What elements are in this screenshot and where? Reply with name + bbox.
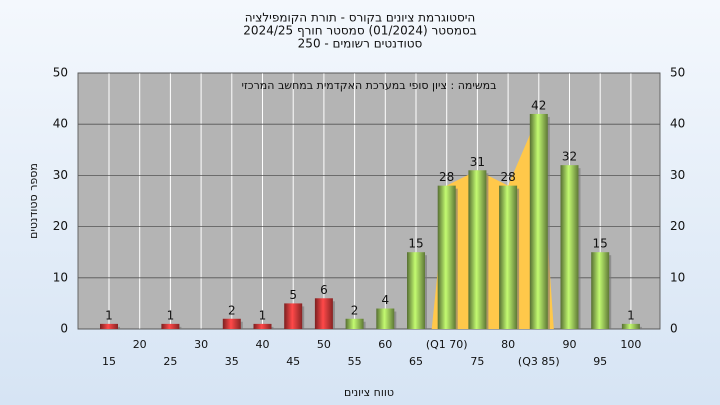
value-label: 6 (320, 283, 328, 297)
value-label: 28 (439, 170, 454, 184)
y-axis-label: מספר סטודנטים (27, 163, 40, 239)
x-tick-label: 30 (194, 338, 208, 351)
x-tick-label: 20 (133, 338, 147, 351)
value-label: 15 (408, 237, 423, 251)
bar (437, 185, 456, 329)
value-label: 32 (562, 150, 577, 164)
title: היסטוגרמת ציונים בקורס - תורת הקומפילציה (245, 11, 476, 25)
bar (407, 252, 425, 329)
x-tick-label: 80 (501, 338, 515, 351)
x-tick-label: 15 (102, 355, 116, 368)
value-label: 2 (228, 303, 236, 317)
y-tick-label: 50 (53, 66, 68, 80)
value-label: 1 (259, 308, 267, 322)
bar (376, 308, 395, 329)
bar (100, 323, 118, 329)
x-tick-label: 90 (563, 338, 577, 351)
x-tick-label: 35 (225, 355, 239, 368)
iqr-area (431, 113, 554, 330)
bar (161, 323, 180, 329)
y2-tick-label: 40 (670, 117, 685, 131)
y-tick-label: 20 (53, 219, 68, 233)
x-tick-label: 95 (593, 355, 607, 368)
value-label: 42 (531, 98, 546, 112)
y2-tick-label: 0 (670, 322, 678, 336)
y2-tick-label: 10 (670, 270, 685, 284)
y-tick-label: 10 (53, 270, 68, 284)
bar (222, 318, 241, 329)
bar (621, 323, 640, 329)
x-tick-label: 40 (256, 338, 270, 351)
title: בסמסטר (01/2024) סמסטר חורף 2024/25 (243, 24, 476, 38)
x-tick-label: 75 (470, 355, 484, 368)
bar (345, 318, 364, 329)
x-axis-label: טווח ציונים (344, 386, 394, 399)
x-tick-label: 60 (378, 338, 392, 351)
bar (284, 303, 303, 329)
y-tick-label: 40 (53, 117, 68, 131)
value-label: 2 (351, 303, 359, 317)
value-label: 1 (167, 308, 175, 322)
x-tick-label: 50 (317, 338, 331, 351)
bar (253, 323, 272, 329)
x-tick-label: 55 (348, 355, 362, 368)
x-tick-label: 25 (163, 355, 177, 368)
x-tick-label: (Q1 70) (426, 338, 468, 351)
x-tick-label: 100 (620, 338, 641, 351)
value-label: 1 (627, 308, 635, 322)
title: סטודנטים רשומים - 250 (298, 37, 423, 51)
value-label: 15 (593, 237, 608, 251)
y-tick-label: 30 (53, 168, 68, 182)
value-label: 4 (381, 293, 389, 307)
y2-tick-label: 20 (670, 219, 685, 233)
bar (314, 298, 333, 329)
bar (560, 165, 579, 329)
value-label: 1 (105, 308, 113, 322)
y2-tick-label: 50 (670, 66, 685, 80)
bar (468, 170, 487, 329)
annotation: במשימה : ציון סופי במערכת האקדמית במחשב … (242, 79, 497, 92)
bar (529, 113, 548, 330)
value-label: 31 (470, 155, 485, 169)
value-label: 5 (289, 288, 297, 302)
value-label: 28 (500, 170, 515, 184)
bar (591, 252, 610, 329)
bar (499, 185, 518, 329)
x-tick-label: 45 (286, 355, 300, 368)
y2-tick-label: 30 (670, 168, 685, 182)
x-tick-label: (Q3 85) (518, 355, 560, 368)
y-tick-label: 0 (60, 322, 68, 336)
x-tick-label: 65 (409, 355, 423, 368)
